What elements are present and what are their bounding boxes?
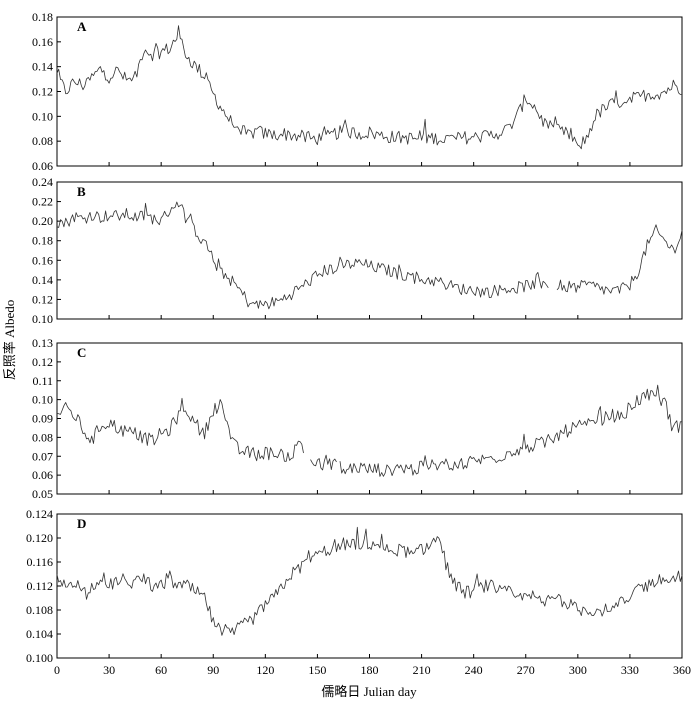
y-tick-label: 0.12 (32, 292, 53, 306)
y-tick-label: 0.16 (32, 253, 53, 267)
y-axis-title: 反照率 Albedo (2, 300, 17, 381)
y-tick-label: 0.12 (32, 85, 53, 99)
y-tick-label: 0.08 (32, 134, 53, 148)
panel-label: C (77, 345, 86, 360)
y-tick-label: 0.10 (32, 109, 53, 123)
panel-frame (56, 513, 683, 659)
x-axis-title: 儒略日 Julian day (321, 684, 417, 699)
panel-frame (56, 181, 683, 320)
y-tick-label: 0.14 (32, 273, 53, 287)
y-tick-label: 0.11 (32, 374, 53, 388)
panel-d: 0.100 0.104 0.108 0.112 0.116 0.120 0.124 0 30 60… (26, 507, 691, 677)
y-tick-label: 0.08 (32, 430, 53, 444)
y-tick-label: 0.14 (32, 60, 53, 74)
albedo-series-line (56, 384, 683, 477)
panel-label: A (77, 19, 87, 34)
x-tick-label: 90 (207, 663, 219, 677)
x-tick-label: 240 (465, 663, 483, 677)
y-tick-label: 0.116 (26, 555, 53, 569)
y-tick-label: 0.05 (32, 487, 53, 501)
albedo-series-line (56, 201, 683, 310)
y-tick-label: 0.18 (32, 234, 53, 248)
y-tick-label: 0.124 (26, 507, 53, 521)
albedo-series-line (56, 526, 683, 636)
y-tick-label: 0.22 (32, 195, 53, 209)
x-tick-label: 180 (361, 663, 379, 677)
panel-c: 0.05 0.06 0.07 0.08 0.09 0.10 0.11 0.12 0.13 C (32, 336, 683, 501)
y-tick-label: 0.12 (32, 355, 53, 369)
x-tick-label: 60 (155, 663, 167, 677)
x-tick-label: 150 (308, 663, 326, 677)
x-tick-label: 300 (569, 663, 587, 677)
y-tick-label: 0.06 (32, 159, 53, 173)
x-tick-label: 210 (413, 663, 431, 677)
y-tick-label: 0.100 (26, 651, 53, 665)
x-tick-label: 270 (517, 663, 535, 677)
albedo-series-line (56, 25, 683, 150)
panel-frame (56, 16, 683, 167)
y-tick-label: 0.120 (26, 531, 53, 545)
x-tick-label: 120 (256, 663, 274, 677)
x-tick-label: 0 (54, 663, 60, 677)
y-tick-label: 0.18 (32, 10, 53, 24)
y-tick-label: 0.104 (26, 627, 53, 641)
panel-a: 0.06 0.08 0.10 0.12 0.14 0.16 0.18 A (32, 10, 683, 173)
y-tick-label: 0.10 (32, 312, 53, 326)
y-tick-label: 0.24 (32, 175, 53, 189)
y-tick-label: 0.09 (32, 412, 53, 426)
panel-label: D (77, 516, 86, 531)
y-tick-label: 0.20 (32, 214, 53, 228)
y-tick-label: 0.112 (26, 579, 53, 593)
panel-label: B (77, 184, 86, 199)
x-tick-label: 330 (621, 663, 639, 677)
y-tick-label: 0.07 (32, 449, 53, 463)
y-tick-label: 0.10 (32, 393, 53, 407)
x-tick-label: 360 (673, 663, 691, 677)
y-tick-label: 0.108 (26, 603, 53, 617)
y-tick-label: 0.06 (32, 468, 53, 482)
x-tick-label: 30 (103, 663, 115, 677)
y-tick-label: 0.13 (32, 336, 53, 350)
y-tick-label: 0.16 (32, 35, 53, 49)
panel-b: 0.10 0.12 0.14 0.16 0.18 0.20 0.22 0.24 B (32, 175, 683, 326)
